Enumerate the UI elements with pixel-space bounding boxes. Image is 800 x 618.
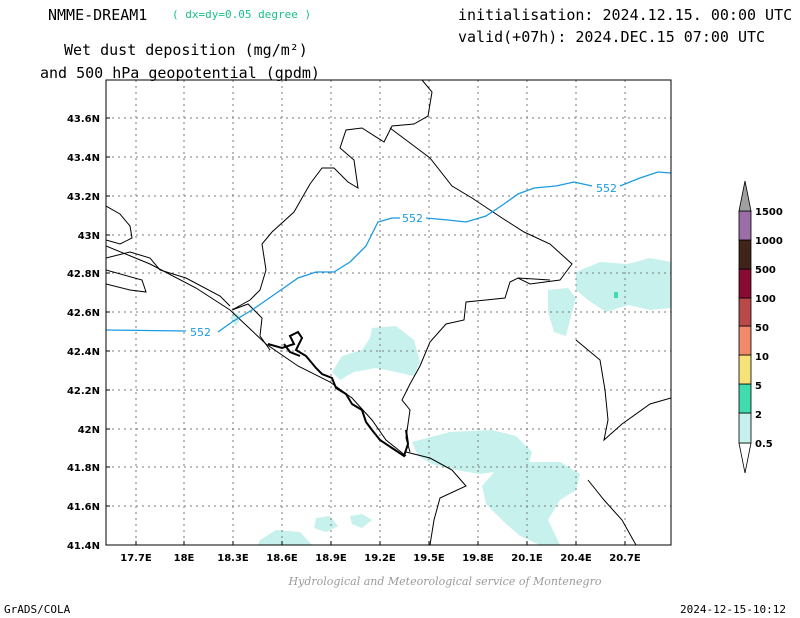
coastline (267, 330, 410, 458)
lat-label: 41.8N (67, 463, 100, 474)
colorbar-label: 1500 (755, 207, 783, 218)
colorbar-swatch (738, 297, 752, 327)
lat-label: 42.4N (67, 347, 100, 358)
colorbar-label: 500 (755, 265, 776, 276)
colorbar-swatch (738, 325, 752, 356)
lon-label: 20.4E (560, 553, 592, 564)
colorbar-swatch (738, 239, 752, 270)
colorbar-swatch (738, 354, 752, 385)
lat-label: 43.2N (67, 192, 100, 203)
map-title-line2: and 500 hPa geopotential (gpdm) (40, 64, 320, 82)
lon-label: 19.5E (413, 553, 445, 564)
colorbar-label: 1000 (755, 236, 783, 247)
colorbar-label: 5 (755, 381, 762, 392)
colorbar-low-arrow (738, 442, 752, 474)
colorbar-label: 0.5 (755, 439, 773, 450)
colorbar-label: 50 (755, 323, 769, 334)
colorbar-swatch (738, 210, 752, 241)
lat-label: 43.4N (67, 153, 100, 164)
lon-label: 18.3E (217, 553, 249, 564)
colorbar-label: 100 (755, 294, 776, 305)
colorbar-high-arrow (738, 180, 752, 212)
lon-label: 17.7E (120, 553, 152, 564)
lat-label: 43.6N (67, 114, 100, 125)
lon-label: 18.6E (266, 553, 298, 564)
colorbar-swatch (738, 412, 752, 444)
lat-label: 42N (78, 425, 100, 436)
lon-label: 18.9E (315, 553, 347, 564)
wet-deposition-shading (230, 258, 671, 545)
colorbar-label: 10 (755, 352, 769, 363)
country-borders (106, 80, 671, 545)
lat-label: 42.6N (67, 308, 100, 319)
lat-label: 41.4N (67, 541, 100, 552)
map-grid (106, 80, 671, 545)
contour-label-552-east: 552 (596, 182, 617, 195)
lat-label: 42.8N (67, 269, 100, 280)
initialisation-time: initialisation: 2024.12.15. 00:00 UTC (458, 6, 793, 24)
contour-label-552-west: 552 (190, 326, 211, 339)
software-label: GrADS/COLA (4, 603, 71, 616)
lat-label: 43N (78, 231, 100, 242)
render-timestamp: 2024-12-15-10:12 (680, 603, 786, 616)
model-name: NMME-DREAM1 (48, 6, 148, 24)
lon-label: 18E (174, 553, 195, 564)
model-resolution: ( dx=dy=0.05 degree ) (172, 8, 312, 21)
colorbar-swatch (738, 383, 752, 414)
geopotential-contours (106, 171, 671, 333)
lon-label: 20.1E (511, 553, 543, 564)
lat-label: 41.6N (67, 502, 100, 513)
colorbar-label: 2 (755, 410, 762, 421)
lon-label: 19.2E (364, 553, 396, 564)
contour-label-552-center: 552 (402, 212, 423, 225)
lon-label: 19.8E (462, 553, 494, 564)
map-title-line1: Wet dust deposition (mg/m²) (64, 41, 308, 59)
axis-ticks (106, 117, 626, 546)
valid-time: valid(+07h): 2024.DEC.15 07:00 UTC (458, 28, 766, 46)
lat-label: 42.2N (67, 386, 100, 397)
lon-label: 20.7E (609, 553, 641, 564)
colorbar (738, 180, 752, 474)
colorbar-swatch (738, 268, 752, 299)
credit-text: Hydrological and Meteorological service … (288, 575, 602, 588)
